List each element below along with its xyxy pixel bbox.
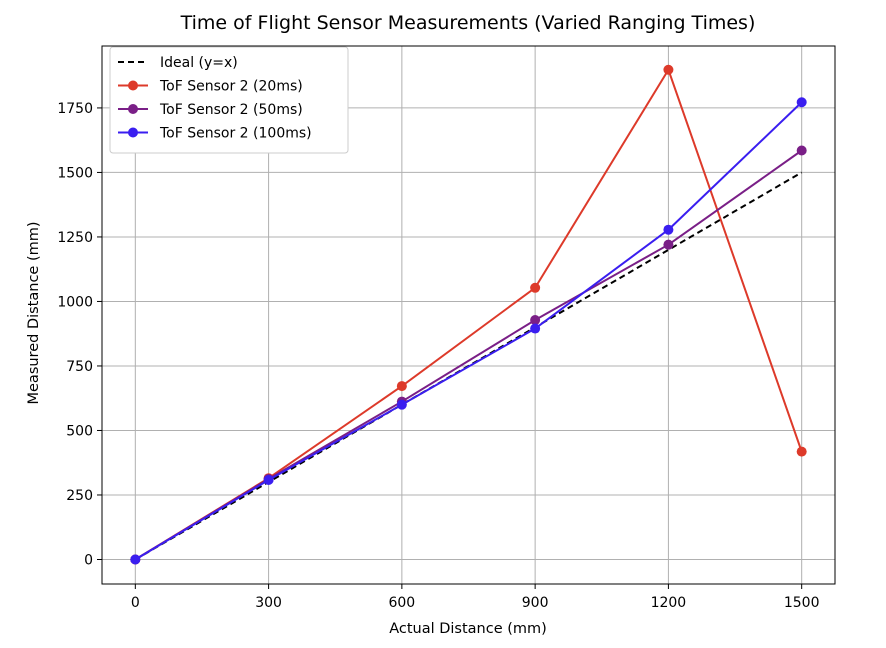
legend-entry-label: ToF Sensor 2 (20ms)	[159, 79, 303, 95]
data-point	[663, 239, 674, 250]
series-layer	[130, 64, 807, 565]
data-point	[396, 399, 407, 410]
data-point	[396, 381, 407, 392]
y-axis-label: Measured Distance (mm)	[26, 221, 42, 404]
y-tick-label: 0	[84, 552, 93, 568]
data-point	[263, 475, 274, 486]
data-point	[530, 323, 541, 334]
series-line	[134, 101, 803, 561]
legend: Ideal (y=x) ToF Sensor 2 (20ms) ToF Sensor…	[109, 46, 349, 154]
y-tick-label: 750	[66, 359, 93, 375]
x-tick-label: 300	[255, 595, 282, 611]
x-tick-label: 900	[522, 595, 549, 611]
legend-swatch-marker	[128, 127, 138, 138]
data-point	[130, 554, 141, 565]
grid	[102, 46, 835, 584]
legend-entry-label: ToF Sensor 2 (50ms)	[159, 102, 303, 118]
y-tick-label: 500	[66, 423, 93, 439]
series-3	[130, 97, 807, 565]
y-tick-label: 1000	[57, 294, 93, 310]
data-point	[663, 64, 674, 75]
data-point	[530, 315, 541, 326]
series-line	[134, 149, 803, 561]
data-point	[796, 97, 807, 108]
data-point	[530, 282, 541, 293]
x-axis-label: Actual Distance (mm)	[389, 621, 547, 637]
data-point	[796, 145, 807, 156]
plot-frame	[101, 45, 836, 585]
legend-frame	[109, 46, 349, 154]
legend-entry-label: ToF Sensor 2 (100ms)	[159, 126, 312, 142]
x-tick-label: 600	[388, 595, 415, 611]
x-axis: 0 300 600 900 1200 1500	[131, 584, 820, 611]
y-tick-label: 250	[66, 488, 93, 504]
x-tick-label: 1500	[784, 595, 820, 611]
legend-entry-label: Ideal (y=x)	[160, 55, 238, 71]
y-tick-label: 1750	[57, 101, 93, 117]
y-axis: 0 250 500 750 1000 1250 1500 1750	[57, 101, 102, 568]
legend-swatch-marker	[128, 104, 138, 114]
y-tick-label: 1250	[57, 230, 93, 246]
data-point	[796, 446, 807, 457]
chart-title: Time of Flight Sensor Measurements (Vari…	[180, 12, 756, 34]
x-tick-label: 1200	[651, 595, 687, 611]
y-tick-label: 1500	[57, 165, 93, 181]
x-tick-label: 0	[131, 595, 140, 611]
legend-swatch-marker	[128, 80, 138, 91]
data-point	[663, 224, 674, 235]
